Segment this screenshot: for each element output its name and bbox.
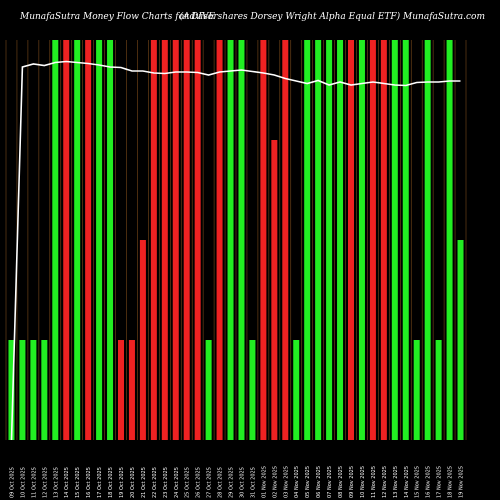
x-tick-label: 14 Nov 2025 <box>404 466 410 498</box>
volume-bar <box>194 40 201 440</box>
x-tick-label: 29 Oct 2025 <box>229 467 235 498</box>
volume-bar <box>107 40 114 440</box>
volume-bar <box>358 40 365 440</box>
volume-bar <box>435 340 442 440</box>
x-tick-label: 12 Oct 2025 <box>42 467 48 498</box>
volume-bar <box>304 40 311 440</box>
volume-bar <box>19 340 26 440</box>
x-tick-label: 21 Oct 2025 <box>141 467 147 498</box>
chart-title-right: (Advisorshares Dorsey Wright Alpha Equal… <box>179 12 485 22</box>
x-tick-label: 19 Nov 2025 <box>459 466 465 498</box>
volume-bar <box>260 40 267 440</box>
x-tick-label: 28 Oct 2025 <box>218 467 224 498</box>
x-tick-label: 10 Oct 2025 <box>20 467 26 498</box>
x-tick-label: 17 Oct 2025 <box>97 467 103 498</box>
x-tick-label: 15 Nov 2025 <box>415 466 421 498</box>
volume-bar <box>227 40 234 440</box>
volume-bar <box>150 40 157 440</box>
volume-bar <box>457 240 464 440</box>
x-tick-label: 30 Oct 2025 <box>239 467 245 498</box>
x-tick-label: 23 Oct 2025 <box>163 467 169 498</box>
volume-bar <box>424 40 431 440</box>
x-tick-label: 02 Nov 2025 <box>272 466 278 498</box>
volume-bar <box>96 40 103 440</box>
x-tick-label: 18 Oct 2025 <box>108 467 114 498</box>
x-tick-label: 06 Nov 2025 <box>316 466 322 498</box>
volume-bar <box>172 40 179 440</box>
volume-bar <box>271 140 278 440</box>
volume-bar <box>139 240 146 440</box>
x-tick-label: 19 Oct 2025 <box>119 467 125 498</box>
x-tick-label: 18 Nov 2025 <box>448 466 454 498</box>
volume-bar <box>118 340 124 440</box>
volume-bar <box>74 40 81 440</box>
x-tick-label: 07 Nov 2025 <box>327 466 333 498</box>
x-tick-label: 27 Oct 2025 <box>207 467 213 498</box>
x-tick-label: 08 Nov 2025 <box>338 466 344 498</box>
x-tick-label: 11 Oct 2025 <box>31 467 37 498</box>
volume-bar <box>238 40 245 440</box>
x-tick-label: 13 Oct 2025 <box>53 467 59 498</box>
x-tick-label: 20 Oct 2025 <box>130 467 136 498</box>
volume-bar <box>391 40 398 440</box>
x-tick-label: 10 Nov 2025 <box>360 466 366 498</box>
volume-bar <box>41 340 48 440</box>
volume-bar <box>52 40 59 440</box>
volume-bar <box>402 40 409 440</box>
volume-bar <box>446 40 453 440</box>
x-tick-label: 09 Oct 2025 <box>9 467 15 498</box>
volume-bar <box>30 340 37 440</box>
x-tick-label: 26 Oct 2025 <box>196 467 202 498</box>
volume-bar <box>161 40 168 440</box>
x-tick-label: 24 Oct 2025 <box>174 467 180 498</box>
x-tick-label: 12 Nov 2025 <box>382 466 388 498</box>
volume-bar <box>282 40 289 440</box>
volume-bar <box>326 40 333 440</box>
volume-bar <box>183 40 190 440</box>
volume-bar <box>337 40 344 440</box>
x-tick-label: 13 Nov 2025 <box>393 466 399 498</box>
volume-bar <box>85 40 92 440</box>
volume-bar <box>293 340 300 440</box>
volume-bar <box>369 40 376 440</box>
x-tick-label: 16 Nov 2025 <box>426 466 432 498</box>
x-tick-label: 15 Oct 2025 <box>75 467 81 498</box>
x-tick-label: 16 Oct 2025 <box>86 467 92 498</box>
volume-bar <box>249 340 256 440</box>
volume-bar <box>8 340 15 440</box>
volume-bar <box>348 40 354 440</box>
x-tick-label: 25 Oct 2025 <box>185 467 191 498</box>
chart-title-left: MunafaSutra Money Flow Charts for DIVE <box>20 12 215 22</box>
volume-bar <box>63 40 70 440</box>
volume-bar <box>205 340 212 440</box>
price-line <box>10 60 461 441</box>
x-tick-label: 05 Nov 2025 <box>305 466 311 498</box>
x-tick-label: 01 Nov 2025 <box>261 466 267 498</box>
x-tick-label: 04 Nov 2025 <box>294 466 300 498</box>
x-tick-label: 17 Nov 2025 <box>437 466 443 498</box>
x-tick-label: 09 Nov 2025 <box>349 466 355 498</box>
x-tick-label: 03 Nov 2025 <box>283 466 289 498</box>
x-tick-label: 11 Nov 2025 <box>371 466 377 498</box>
volume-bar <box>128 340 135 440</box>
x-tick-label: 14 Oct 2025 <box>64 467 70 498</box>
volume-bar <box>216 40 223 440</box>
x-tick-label: 22 Oct 2025 <box>152 467 158 498</box>
volume-bar <box>315 40 322 440</box>
volume-bar <box>380 40 387 440</box>
volume-bar <box>413 340 420 440</box>
x-tick-label: 31 Oct 2025 <box>250 467 256 498</box>
